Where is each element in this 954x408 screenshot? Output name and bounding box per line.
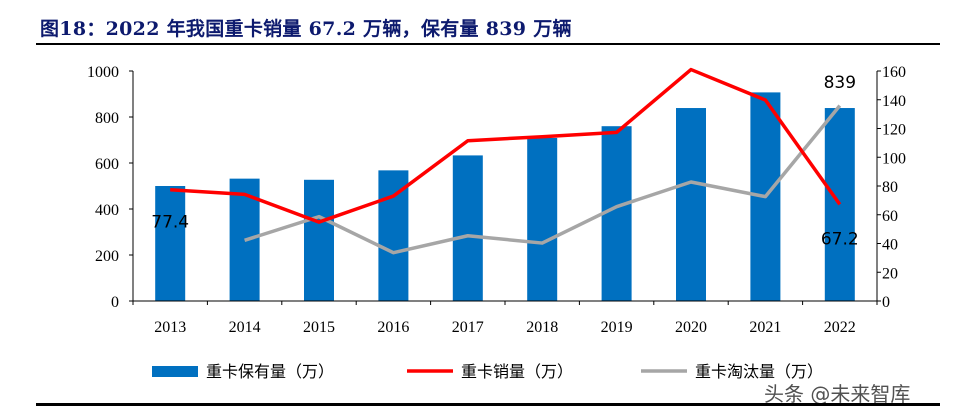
left-tick-label: 1000	[87, 64, 119, 81]
data-label: 67.2	[821, 229, 859, 249]
bar-2015	[304, 179, 334, 301]
right-tick-label: 20	[882, 265, 898, 282]
right-tick-label: 140	[882, 93, 906, 110]
x-tick-label: 2014	[229, 319, 261, 336]
x-tick-label: 2021	[749, 319, 781, 336]
legend-label: 重卡淘汰量（万）	[695, 362, 823, 381]
left-tick-label: 200	[95, 248, 119, 265]
data-label: 839	[824, 73, 856, 93]
x-tick-label: 2018	[526, 319, 558, 336]
bar-2017	[452, 155, 483, 301]
legend-label: 重卡销量（万）	[461, 362, 573, 381]
data-label: 77.4	[151, 213, 189, 233]
legend-swatch-0	[152, 366, 198, 377]
right-tick-label: 80	[882, 179, 898, 196]
x-tick-label: 2015	[303, 319, 335, 336]
right-tick-label: 100	[882, 150, 906, 167]
right-tick-label: 160	[882, 64, 906, 81]
bar-2020	[676, 108, 706, 301]
title-divider	[36, 43, 940, 45]
x-tick-label: 2017	[452, 319, 484, 336]
bar-2019	[601, 126, 632, 301]
right-tick-label: 120	[882, 122, 906, 139]
x-tick-label: 2022	[824, 319, 856, 336]
left-tick-label: 800	[95, 110, 119, 127]
watermark: 头条 @未来智库	[764, 382, 911, 406]
right-tick-label: 60	[882, 208, 898, 225]
right-tick-label: 40	[882, 237, 898, 254]
x-tick-label: 2013	[154, 319, 186, 336]
bar-2013	[155, 186, 186, 301]
legend-label: 重卡保有量（万）	[206, 362, 334, 381]
bottom-divider	[36, 403, 940, 406]
left-tick-label: 0	[111, 294, 119, 311]
x-tick-label: 2016	[377, 319, 409, 336]
left-tick-label: 400	[95, 202, 119, 219]
right-tick-label: 0	[882, 294, 890, 311]
bar-2022	[824, 108, 855, 301]
figure-title: 图18：2022 年我国重卡销量 67.2 万辆，保有量 839 万辆	[40, 18, 572, 40]
bar-2016	[378, 170, 409, 301]
left-tick-label: 600	[95, 156, 119, 173]
line-series-1	[170, 67, 842, 224]
bar-2018	[527, 137, 558, 301]
x-tick-label: 2020	[675, 319, 707, 336]
x-tick-label: 2019	[601, 319, 633, 336]
